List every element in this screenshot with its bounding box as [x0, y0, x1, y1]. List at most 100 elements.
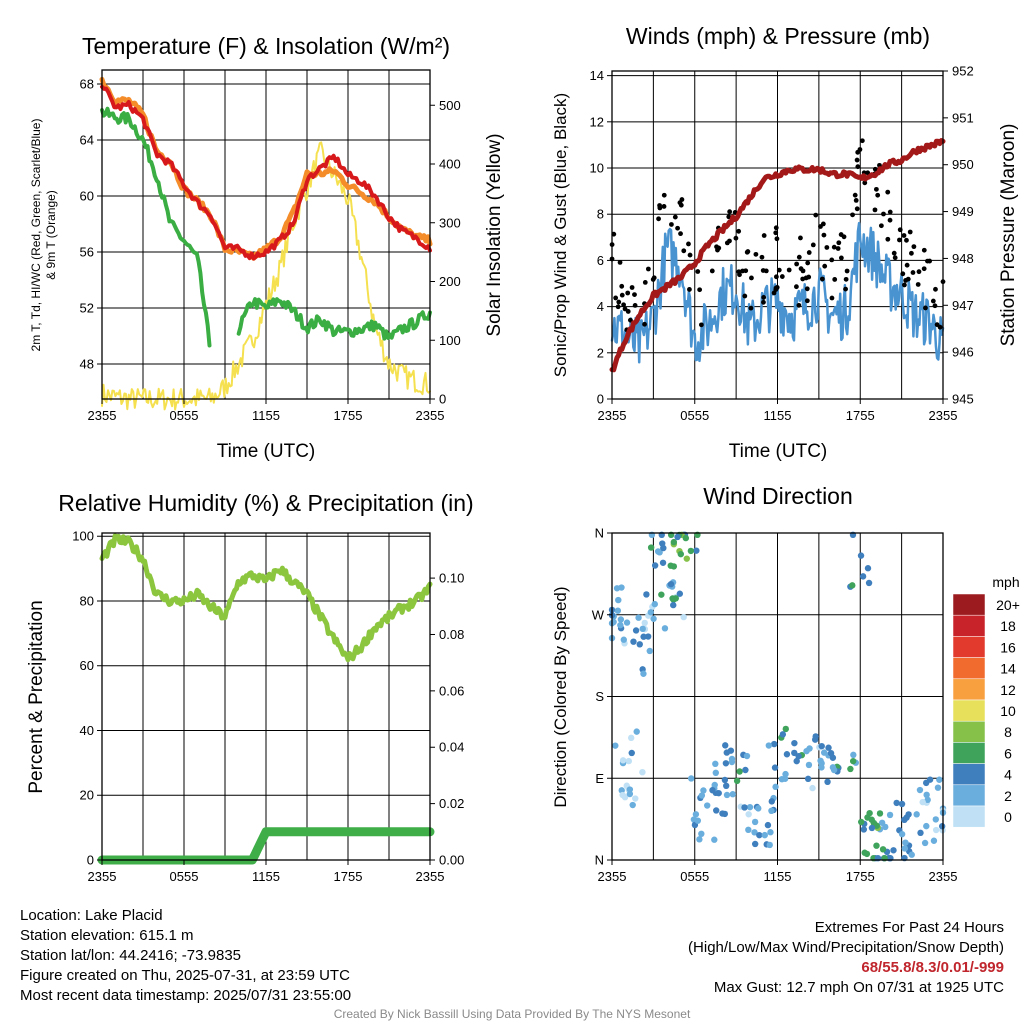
direction-dot	[625, 757, 632, 765]
direction-ylabel-left: Direction (Colored By Speed)	[551, 586, 570, 807]
gust-dot	[902, 282, 907, 288]
gust-dot	[675, 225, 680, 231]
gust-dot	[695, 269, 701, 274]
direction-dot	[639, 768, 646, 776]
temperature-xtick-label: 0555	[170, 408, 199, 423]
direction-dot	[620, 636, 627, 643]
direction-dot	[934, 784, 942, 791]
direction-dot	[626, 790, 634, 798]
humidity-ytick-right-label: 0.00	[439, 853, 464, 868]
humidity-ytick-right-label: 0.02	[439, 796, 464, 811]
direction-dot	[868, 824, 876, 832]
winds-ytick-right-label: 945	[952, 392, 974, 407]
direction-dot	[694, 817, 702, 824]
gust-dot	[892, 255, 898, 261]
direction-dot	[751, 829, 758, 836]
winds-xtick-label: 2355	[929, 408, 958, 423]
direction-dot	[772, 783, 779, 791]
direction-dot	[746, 803, 754, 811]
direction-dot	[722, 760, 730, 767]
pressure-line	[609, 138, 946, 373]
gust-dot	[853, 198, 859, 203]
gust-dot	[796, 254, 802, 260]
direction-dot	[751, 840, 759, 848]
gust-dot	[748, 305, 754, 311]
gust-dot	[875, 192, 881, 198]
direction-dot	[873, 842, 880, 849]
winds-ytick-label: 6	[597, 253, 604, 268]
direction-dot	[721, 776, 729, 784]
humidity-ytick-right-label: 0.10	[439, 571, 464, 586]
gust-dot	[805, 260, 811, 266]
direction-dot	[709, 786, 716, 794]
temperature-xlabel: Time (UTC)	[217, 441, 316, 462]
winds-ytick-right-label: 946	[952, 345, 974, 360]
gust-dot	[686, 241, 691, 247]
temp-2m-line	[100, 84, 432, 261]
direction-dot	[868, 816, 875, 823]
gust-dot	[727, 238, 732, 244]
direction-dot	[923, 791, 930, 799]
direction-dot	[623, 619, 631, 626]
legend-title: mph	[992, 574, 1019, 590]
gust-dot	[909, 250, 914, 256]
direction-dot	[672, 595, 679, 602]
direction-ytick-label: N	[595, 526, 604, 541]
direction-dot	[670, 538, 678, 546]
gust-dot	[749, 275, 754, 281]
gust-dot	[891, 250, 897, 256]
gust-dot	[774, 236, 780, 242]
legend-label: 6	[1004, 745, 1012, 761]
direction-dot	[712, 760, 719, 768]
direction-dot	[700, 787, 707, 794]
direction-dot	[860, 826, 868, 833]
temperature-xtick-label: 2355	[416, 408, 445, 423]
gust-dot	[794, 261, 800, 267]
direction-dot	[722, 742, 729, 749]
winds-ytick-right-label: 948	[952, 251, 974, 266]
direction-dot	[683, 555, 690, 562]
gust-dot	[629, 285, 635, 290]
gust-dot	[625, 290, 631, 296]
direction-dot	[829, 754, 837, 761]
gust-dot	[925, 258, 930, 264]
legend-swatch	[952, 720, 986, 743]
gust-dot	[810, 242, 816, 248]
legend-swatch	[952, 699, 986, 722]
direction-dot	[858, 818, 865, 826]
latlon-text: Station lat/lon: 44.2416; -73.9835	[20, 947, 242, 964]
direction-dot	[713, 807, 720, 814]
temperature-ytick-right-label: 200	[439, 274, 461, 289]
temperature-xtick-label: 2355	[88, 408, 117, 423]
legend-label: 12	[1000, 682, 1016, 698]
gust-dot	[672, 214, 678, 220]
direction-dot	[878, 819, 886, 826]
direction-dot	[617, 616, 625, 623]
direction-dot	[628, 749, 635, 757]
gust-dot	[900, 271, 906, 277]
direction-dot	[688, 775, 695, 782]
gust-dot	[753, 251, 759, 257]
legend-label: 0	[1004, 809, 1012, 825]
direction-dot	[898, 830, 906, 838]
direction-dot	[849, 757, 857, 765]
direction-dot	[820, 749, 828, 756]
direction-dot	[812, 733, 819, 740]
direction-dot	[627, 734, 635, 742]
gust-dot	[878, 223, 884, 229]
legend-swatch	[952, 763, 986, 786]
direction-dot	[733, 777, 741, 785]
direction-dot	[932, 826, 940, 834]
direction-dot	[795, 753, 802, 760]
gust-dot	[656, 216, 661, 222]
direction-ytick-label: S	[595, 689, 604, 704]
gust-dot	[622, 306, 628, 312]
temperature-ytick-right-label: 100	[439, 333, 461, 348]
credit-text: Created By Nick Bassill Using Data Provi…	[333, 1007, 691, 1021]
gust-dot	[933, 286, 938, 292]
direction-dot	[651, 600, 658, 608]
gust-dot	[645, 266, 651, 272]
direction-dot	[659, 559, 667, 566]
direction-dot	[782, 725, 789, 733]
gust-dot	[916, 269, 922, 275]
